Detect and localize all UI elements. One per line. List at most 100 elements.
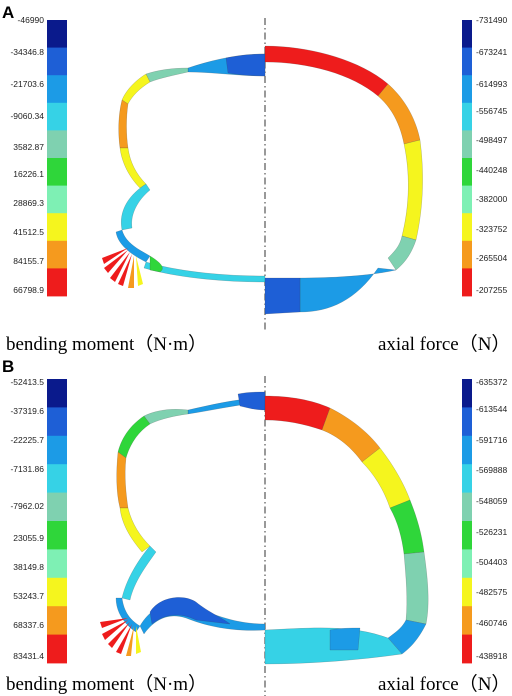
- panel-b: B -52413.5 -37319.6 -22225.7 -7131.86 -7…: [2, 357, 510, 696]
- colorbar-swatch: [462, 492, 472, 522]
- bending-tick: 68337.6: [13, 620, 44, 630]
- bending-moment-diagram-a: [115, 53, 266, 283]
- axial-tick: -731490: [476, 15, 507, 25]
- axial-tick: -591716: [476, 435, 507, 445]
- colorbar-swatch: [47, 130, 67, 159]
- colorbar-swatch: [462, 130, 472, 159]
- colorbar-swatch: [462, 379, 472, 408]
- axial-tick: -498497: [476, 135, 507, 145]
- axial-tick: -440248: [476, 165, 507, 175]
- bending-tick: 3582.87: [13, 142, 44, 152]
- colorbar-swatch: [462, 47, 472, 76]
- colorbar-swatch: [47, 549, 67, 579]
- colorbar-swatch: [47, 435, 67, 465]
- axial-title-b: axial force（N）: [378, 673, 510, 695]
- bending-tick: 41512.5: [13, 227, 44, 237]
- colorbar-swatch: [462, 577, 472, 607]
- axial-force-diagram-b: [264, 395, 429, 665]
- axial-tick: -438918: [476, 651, 507, 661]
- axial-force-diagram-a: [264, 45, 423, 315]
- colorbar-swatch: [47, 102, 67, 131]
- colorbar-swatch: [462, 240, 472, 269]
- axial-tick: -323752: [476, 224, 507, 234]
- axial-tick: -265504: [476, 253, 507, 263]
- colorbar-swatch: [47, 407, 67, 437]
- bending-tick: -9060.34: [10, 111, 44, 121]
- colorbar-swatch: [47, 158, 67, 186]
- bending-tick: -37319.6: [10, 406, 44, 416]
- axial-tick: -548059: [476, 496, 507, 506]
- bending-ticks-a: -46990 -34346.8 -21703.6 -9060.34 3582.8…: [10, 15, 44, 295]
- axial-tick: -504403: [476, 557, 507, 567]
- colorbar-swatch: [47, 521, 67, 550]
- colorbar-swatch: [47, 464, 67, 493]
- bending-colorbar-b: -52413.5 -37319.6 -22225.7 -7131.86 -796…: [10, 377, 67, 664]
- bending-tick: 83431.4: [13, 651, 44, 661]
- colorbar-swatch: [462, 549, 472, 579]
- axial-tick: -614993: [476, 79, 507, 89]
- axial-tick: -635372: [476, 377, 507, 387]
- colorbar-swatch: [47, 75, 67, 104]
- bending-title-b: bending moment（N·m）: [6, 673, 207, 695]
- colorbar-swatch: [462, 634, 472, 664]
- bending-moment-diagram-b: [115, 391, 266, 635]
- axial-tick: -556745: [476, 106, 507, 116]
- bending-tick: 53243.7: [13, 591, 44, 601]
- colorbar-swatch: [47, 185, 67, 214]
- axial-colorbar-a: -731490 -673241 -614993 -556745 -498497 …: [462, 15, 507, 297]
- colorbar-swatch: [462, 185, 472, 214]
- bending-tick: -7131.86: [10, 464, 44, 474]
- colorbar-swatch: [462, 75, 472, 104]
- panel-a: A -46990 -34346.8 -21703.6 -9060.34 3582…: [2, 3, 510, 355]
- axial-ticks-a: -731490 -673241 -614993 -556745 -498497 …: [476, 15, 507, 295]
- axial-tick: -613544: [476, 404, 507, 414]
- colorbar-swatch: [47, 634, 67, 664]
- panel-letter-a: A: [2, 3, 14, 22]
- bending-tick: 16226.1: [13, 169, 44, 179]
- axial-tick: -207255: [476, 285, 507, 295]
- axial-ticks-b: -635372 -613544 -591716 -569888 -548059 …: [476, 377, 507, 661]
- colorbar-swatch: [462, 158, 472, 186]
- colorbar-swatch: [47, 20, 67, 48]
- colorbar-swatch: [47, 577, 67, 607]
- colorbar-swatch: [462, 268, 472, 297]
- bending-tick: 28869.3: [13, 198, 44, 208]
- colorbar-swatch: [47, 213, 67, 242]
- colorbar-swatch: [462, 464, 472, 493]
- bending-fan-a: [102, 248, 143, 288]
- bending-tick: 84155.7: [13, 256, 44, 266]
- bending-tick: 66798.9: [13, 285, 44, 295]
- bending-fan-b: [100, 618, 141, 656]
- colorbar-swatch: [462, 606, 472, 635]
- bending-tick: -7962.02: [10, 501, 44, 511]
- bending-tick: -46990: [18, 15, 45, 25]
- axial-tick: -569888: [476, 465, 507, 475]
- bending-tick: 38149.8: [13, 562, 44, 572]
- axial-tick: -673241: [476, 47, 507, 57]
- colorbar-swatch: [47, 379, 67, 408]
- axial-colorbar-b: -635372 -613544 -591716 -569888 -548059 …: [462, 377, 507, 664]
- axial-tick: -482575: [476, 587, 507, 597]
- axial-tick: -526231: [476, 527, 507, 537]
- colorbar-swatch: [462, 435, 472, 465]
- bending-tick: -52413.5: [10, 377, 44, 387]
- axial-tick: -382000: [476, 194, 507, 204]
- colorbar-swatch: [462, 102, 472, 131]
- colorbar-swatch: [462, 407, 472, 437]
- colorbar-swatch: [462, 521, 472, 550]
- bending-tick: -34346.8: [10, 47, 44, 57]
- axial-title-a: axial force（N）: [378, 333, 510, 355]
- colorbar-swatch: [462, 213, 472, 242]
- colorbar-swatch: [47, 492, 67, 522]
- panel-letter-b: B: [2, 357, 14, 376]
- colorbar-swatch: [47, 47, 67, 76]
- colorbar-swatch: [462, 20, 472, 48]
- bending-tick: -22225.7: [10, 435, 44, 445]
- colorbar-swatch: [47, 240, 67, 269]
- bending-title-a: bending moment（N·m）: [6, 333, 207, 355]
- bending-ticks-b: -52413.5 -37319.6 -22225.7 -7131.86 -796…: [10, 377, 44, 661]
- colorbar-swatch: [47, 268, 67, 297]
- bending-tick: -21703.6: [10, 79, 44, 89]
- axial-tick: -460746: [476, 618, 507, 628]
